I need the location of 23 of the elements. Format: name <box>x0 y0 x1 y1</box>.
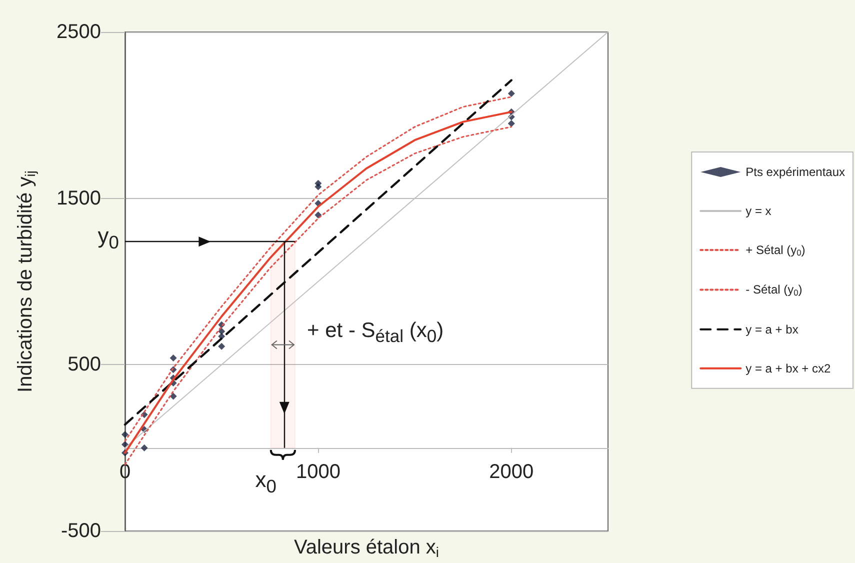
y-tick-label: 1500 <box>56 187 101 210</box>
point <box>122 431 128 438</box>
y-axis-title: Indications de turbidité yij <box>14 170 38 392</box>
point <box>218 342 226 350</box>
point <box>508 120 515 127</box>
point <box>170 354 177 362</box>
y-tick-label: 500 <box>68 354 101 376</box>
ref-line-label: y$_{0}$ <box>98 222 119 254</box>
y-tick-label: 2500 <box>56 21 101 43</box>
legend-label: Pts expérimentaux <box>746 165 846 179</box>
point <box>314 211 322 218</box>
point <box>314 183 322 190</box>
legend-label: y = x <box>746 204 772 218</box>
point <box>508 90 515 98</box>
x-tick-label: 2000 <box>489 460 534 483</box>
point <box>170 392 177 400</box>
legend-label: y = a + bx + cx2 <box>746 361 831 376</box>
y-tick-label: -500 <box>60 520 101 542</box>
band-label: + et - S$_{étal}$ (x$_{0}$) <box>307 318 444 348</box>
x-tick-label: 1000 <box>296 460 340 483</box>
legend-label: y = a + bx <box>746 322 798 336</box>
point <box>140 444 148 452</box>
ref-line-label: x$_{0}$ <box>255 466 276 498</box>
